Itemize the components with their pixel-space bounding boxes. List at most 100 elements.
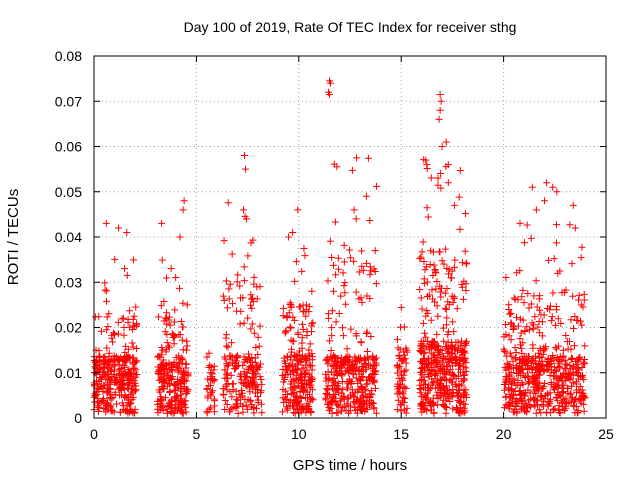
chart-title: Day 100 of 2019, Rate Of TEC Index for r… <box>184 19 517 35</box>
data-point <box>359 367 367 375</box>
data-point <box>251 329 259 337</box>
data-point <box>256 322 264 330</box>
data-point <box>179 409 187 417</box>
data-point <box>552 345 560 353</box>
data-point <box>341 279 349 287</box>
data-point <box>117 371 125 379</box>
data-point <box>522 407 530 415</box>
data-point <box>431 371 439 379</box>
data-point <box>342 406 350 414</box>
data-point <box>180 384 188 392</box>
data-point <box>122 392 130 400</box>
data-point <box>401 394 409 402</box>
data-point <box>370 265 378 273</box>
data-point <box>345 369 353 377</box>
data-point <box>125 365 133 373</box>
data-point <box>117 354 125 362</box>
data-point <box>294 366 302 374</box>
data-point <box>247 396 255 404</box>
data-point <box>437 184 445 192</box>
data-point <box>442 409 450 417</box>
data-point <box>418 305 426 313</box>
data-point <box>418 408 426 416</box>
data-point <box>441 245 449 253</box>
data-point <box>550 363 558 371</box>
data-point <box>110 367 118 375</box>
data-point <box>452 359 460 367</box>
data-point <box>566 376 574 384</box>
data-point <box>322 396 330 404</box>
data-point <box>545 398 553 406</box>
data-point <box>346 402 354 410</box>
data-point <box>419 398 427 406</box>
data-point <box>308 356 316 364</box>
data-point <box>426 260 434 268</box>
data-point <box>226 406 234 414</box>
data-point <box>443 368 451 376</box>
data-point <box>443 362 451 370</box>
data-point <box>94 407 102 415</box>
data-point <box>444 298 452 306</box>
data-point <box>433 375 441 383</box>
data-point <box>117 381 125 389</box>
data-point <box>163 309 171 317</box>
data-point <box>290 382 298 390</box>
data-point <box>243 382 251 390</box>
data-point <box>357 338 365 346</box>
data-point <box>353 409 361 417</box>
data-point <box>570 325 578 333</box>
data-point <box>422 392 430 400</box>
data-point <box>344 352 352 360</box>
data-point <box>528 183 536 191</box>
data-point <box>440 383 448 391</box>
data-point <box>166 313 174 321</box>
data-point <box>506 401 514 409</box>
data-point <box>363 399 371 407</box>
data-point <box>550 405 558 413</box>
data-point <box>161 379 169 387</box>
data-point <box>330 394 338 402</box>
data-point <box>578 364 586 372</box>
data-point <box>163 330 171 338</box>
data-point <box>461 209 469 217</box>
data-point <box>569 292 577 300</box>
data-point <box>178 336 186 344</box>
data-point <box>441 289 449 297</box>
data-point <box>371 247 379 255</box>
data-point <box>114 318 122 326</box>
data-point <box>297 406 305 414</box>
data-point <box>219 292 227 300</box>
data-point <box>279 304 287 312</box>
data-point <box>534 323 542 331</box>
data-point <box>556 352 564 360</box>
data-point <box>328 362 336 370</box>
data-point <box>155 313 163 321</box>
data-point <box>363 348 371 356</box>
data-point <box>462 280 470 288</box>
data-point <box>442 138 450 146</box>
data-point <box>248 353 256 361</box>
x-tick-label: 25 <box>598 426 614 442</box>
data-point <box>360 360 368 368</box>
data-point <box>397 303 405 311</box>
data-point <box>107 394 115 402</box>
data-point <box>554 397 562 405</box>
data-point <box>101 353 109 361</box>
data-point <box>555 402 563 410</box>
data-point <box>353 154 361 162</box>
data-point <box>223 386 231 394</box>
data-point <box>155 352 163 360</box>
data-point <box>328 253 336 261</box>
data-point <box>248 295 256 303</box>
data-point <box>455 193 463 201</box>
data-point <box>443 285 451 293</box>
data-point <box>247 301 255 309</box>
data-point <box>515 387 523 395</box>
data-point <box>309 319 317 327</box>
data-point <box>367 390 375 398</box>
data-point <box>542 343 550 351</box>
data-point <box>111 331 119 339</box>
data-point <box>237 393 245 401</box>
data-point <box>559 405 567 413</box>
data-point <box>226 280 234 288</box>
